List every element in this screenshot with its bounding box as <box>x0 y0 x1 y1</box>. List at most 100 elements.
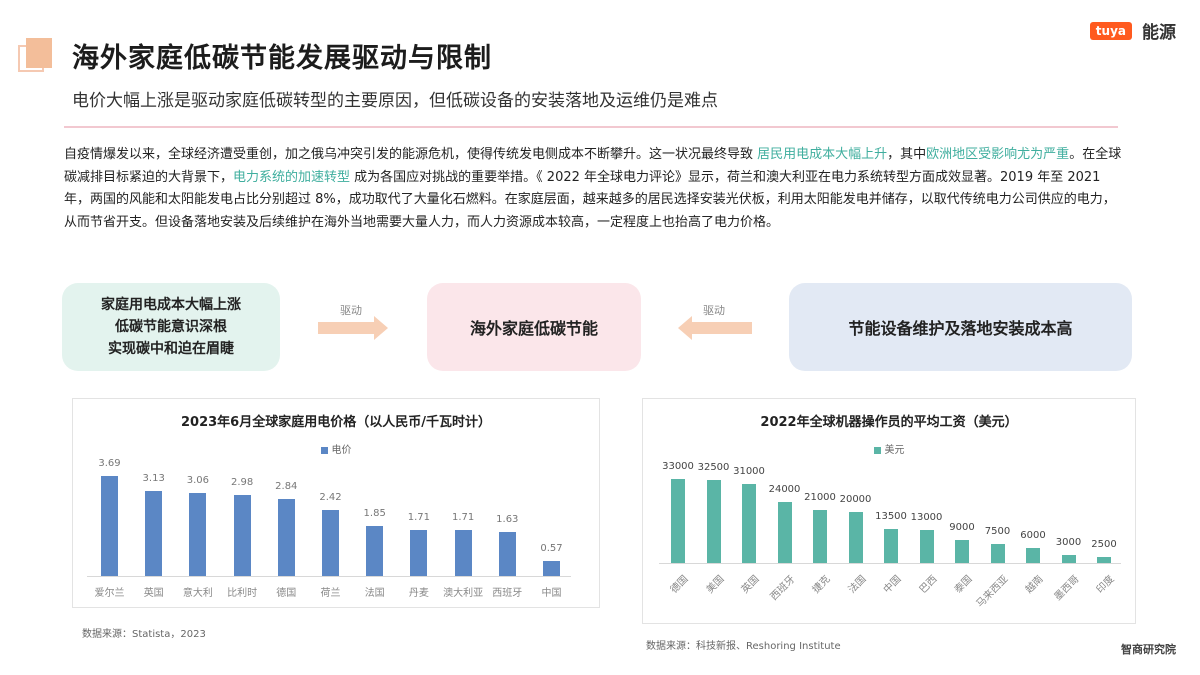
driver-line: 低碳节能意识深根 <box>115 319 227 335</box>
highlight-text: 电力系统的加速转型 <box>233 169 351 185</box>
x-tick-label: 印度 <box>1094 573 1117 596</box>
value-label: 3.13 <box>142 473 165 485</box>
x-tick-label: 比利时 <box>227 588 258 599</box>
logos: tuya 能源 <box>1089 18 1176 43</box>
bar <box>1061 555 1076 563</box>
x-tick-label: 法国 <box>364 588 385 599</box>
body-text-segment: 。在全球碳减排目标紧迫的大背景下， <box>64 147 1122 185</box>
body-text-segment: ，其中 <box>887 147 927 162</box>
value-label: 2.42 <box>319 492 342 504</box>
tuya-logo: tuya <box>1089 21 1132 40</box>
bar <box>454 529 472 576</box>
value-label: 24000 <box>768 483 801 495</box>
bar <box>1026 547 1040 563</box>
value-label: 31000 <box>733 466 765 478</box>
x-tick-label: 中国 <box>541 588 562 599</box>
bar <box>919 529 934 563</box>
page-title: 海外家庭低碳节能发展驱动与限制 <box>72 43 492 74</box>
bar <box>189 493 207 576</box>
bar <box>884 528 898 563</box>
bar <box>706 480 721 563</box>
center-box: 海外家庭低碳节能 <box>427 283 641 371</box>
value-label: 3.06 <box>186 475 210 487</box>
highlight-text: 居民用电成本大幅上升 <box>757 147 888 162</box>
x-tick-label: 法国 <box>846 573 869 596</box>
value-label: 3000 <box>1055 537 1082 549</box>
x-tick-label: 丹麦 <box>408 588 429 599</box>
bar <box>848 512 863 563</box>
bar <box>410 529 428 576</box>
value-label: 3.69 <box>98 458 121 469</box>
x-axis <box>659 563 1121 564</box>
bar <box>742 484 756 563</box>
x-tick-label: 德国 <box>668 573 691 596</box>
body-paragraph: 自疫情爆发以来，全球经济遭受重创，加之俄乌冲突引发的能源危机，使得传统发电侧成本… <box>64 144 1124 234</box>
x-tick-label: 德国 <box>276 588 297 599</box>
value-label: 13000 <box>910 511 943 523</box>
value-label: 33000 <box>662 461 694 472</box>
value-label: 2500 <box>1091 538 1117 550</box>
x-tick-label: 巴西 <box>917 573 940 596</box>
x-tick-label: 中国 <box>881 573 904 596</box>
chart-legend: 美元 <box>643 441 1135 456</box>
value-label: 2.98 <box>230 477 254 489</box>
partner-logo: 能源 <box>1142 23 1176 43</box>
electricity-price-chart: 2023年6月全球家庭用电价格（以人民币/千瓦时计） 电价 3.69 爱尔兰 3.1… <box>72 398 600 608</box>
value-label: 1.85 <box>363 507 386 519</box>
bar <box>671 479 685 563</box>
value-label: 1.71 <box>407 511 431 523</box>
page-subtitle: 电价大幅上涨是驱动家庭低碳转型的主要原因，但低碳设备的安装落地及运维仍是难点 <box>72 91 718 111</box>
title-decoration-icon <box>18 38 52 74</box>
bar <box>101 476 118 576</box>
value-label: 21000 <box>804 491 836 503</box>
value-label: 6000 <box>1020 529 1046 541</box>
operator-wage-chart: 2022年全球机器操作员的平均工资（美元） 美元 33000 德国 32500 美国 3… <box>642 398 1136 624</box>
bar <box>233 495 251 576</box>
x-tick-label: 荷兰 <box>320 588 341 599</box>
bar <box>1097 556 1111 563</box>
value-label: 2.84 <box>275 481 298 493</box>
right-arrow-label: 驱动 <box>703 304 725 317</box>
x-tick-label: 越南 <box>1023 573 1046 596</box>
x-tick-label: 捷克 <box>810 573 833 596</box>
driver-line: 实现碳中和迫在眉睫 <box>108 341 234 357</box>
x-tick-label: 泰国 <box>952 573 975 596</box>
drivers-box: 家庭用电成本大幅上涨 低碳节能意识深根 实现碳中和迫在眉睫 <box>62 283 280 371</box>
value-label: 20000 <box>839 494 872 506</box>
x-tick-label: 马来西亚 <box>974 573 1011 610</box>
value-label: 7500 <box>984 525 1011 537</box>
x-tick-label: 意大利 <box>182 588 213 599</box>
bar <box>145 491 163 576</box>
chart-legend: 电价 <box>73 441 599 456</box>
legend-label: 美元 <box>884 445 905 456</box>
chart-title: 2023年6月全球家庭用电价格（以人民币/千瓦时计） <box>181 415 491 430</box>
chart1-source: 数据来源：Statista，2023 <box>82 629 206 640</box>
legend-label: 电价 <box>331 445 352 456</box>
bar <box>498 531 516 576</box>
x-tick-label: 西班牙 <box>492 588 523 599</box>
chart-title: 2022年全球机器操作员的平均工资（美元） <box>760 415 1018 430</box>
body-text-segment: 自疫情爆发以来，全球经济遭受重创，加之俄乌冲突引发的能源危机，使得传统发电侧成本… <box>64 147 758 162</box>
x-axis <box>87 576 571 577</box>
x-tick-label: 墨西哥 <box>1052 573 1082 603</box>
footer-brand: 智商研究院 <box>1121 643 1176 656</box>
x-tick-label: 西班牙 <box>768 573 798 603</box>
value-label: 13500 <box>875 510 907 522</box>
bar <box>955 540 969 563</box>
x-tick-label: 爱尔兰 <box>94 588 125 599</box>
divider <box>64 126 1118 128</box>
bar <box>277 499 295 576</box>
bar <box>322 510 339 576</box>
value-label: 0.57 <box>540 542 563 554</box>
constraint-box: 节能设备维护及落地安装成本高 <box>789 283 1132 371</box>
legend-swatch-icon <box>320 446 328 454</box>
bar <box>366 525 384 576</box>
chart2-source: 数据来源：科技新报、Reshoring Institute <box>646 641 841 652</box>
x-tick-label: 澳大利亚 <box>443 588 484 599</box>
bar <box>813 509 827 563</box>
arrow-right-icon <box>318 316 388 340</box>
bar <box>543 560 560 576</box>
value-label: 1.63 <box>496 513 519 525</box>
x-tick-label: 英国 <box>143 588 164 599</box>
bar <box>777 501 792 563</box>
